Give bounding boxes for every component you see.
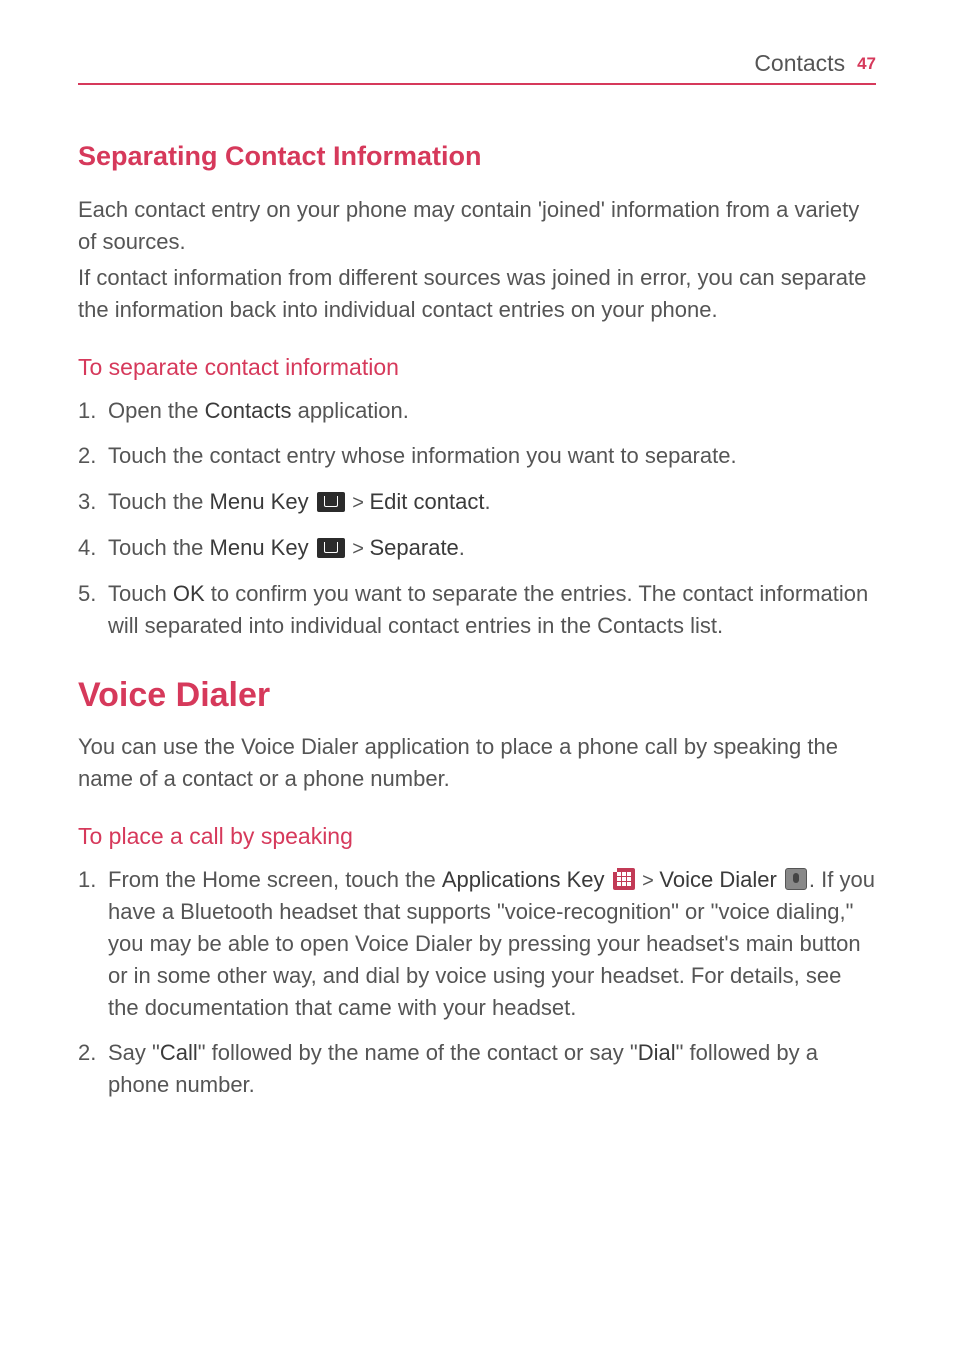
page-root: Contacts 47 Separating Contact Informati… [0,0,954,1165]
ui-term: Contacts [205,398,292,423]
section-heading-voice-dialer: Voice Dialer [78,676,876,715]
step-item: 1. From the Home screen, touch the Appli… [78,864,876,1024]
step-text: Touch the [108,535,210,560]
step-number: 1. [78,395,96,427]
step-item: 1. Open the Contacts application. [78,395,876,427]
header-page-number: 47 [857,54,876,74]
step-text: to confirm you want to separate the entr… [108,581,868,638]
section-heading-separating: Separating Contact Information [78,141,876,172]
ui-term: Dial [638,1040,676,1065]
menu-key-icon [317,538,345,558]
ui-term: Applications Key [442,867,605,892]
step-number: 3. [78,486,96,518]
step-text: Open the [108,398,205,423]
body-text: You can use the Voice Dialer application… [78,731,876,795]
step-text: application. [291,398,408,423]
step-text: Touch [108,581,173,606]
breadcrumb-sep: > [637,870,660,892]
ui-term: Separate [370,535,459,560]
applications-key-icon [613,868,635,890]
ui-term: OK [173,581,205,606]
step-number: 2. [78,1037,96,1069]
step-item: 3. Touch the Menu Key > Edit contact. [78,486,876,518]
subsection-heading-separate: To separate contact information [78,354,876,381]
menu-key-icon [317,492,345,512]
ui-term: Menu Key [210,535,309,560]
step-text: From the Home screen, touch the [108,867,442,892]
step-item: 4. Touch the Menu Key > Separate. [78,532,876,564]
breadcrumb-sep: > [347,492,370,514]
body-text: If contact information from different so… [78,262,876,326]
step-item: 2. Say "Call" followed by the name of th… [78,1037,876,1101]
step-text: Touch the [108,489,210,514]
step-text: Touch the contact entry whose informatio… [108,443,737,468]
step-number: 1. [78,864,96,896]
step-text: Say " [108,1040,160,1065]
step-number: 2. [78,440,96,472]
ui-term: Call [160,1040,198,1065]
body-text: Each contact entry on your phone may con… [78,194,876,258]
breadcrumb-sep: > [347,538,370,560]
step-number: 5. [78,578,96,610]
step-text: . [484,489,490,514]
voice-dialer-icon [785,868,807,890]
step-number: 4. [78,532,96,564]
ui-term: Edit contact [370,489,485,514]
ui-term: Menu Key [210,489,309,514]
header-section-title: Contacts [754,50,845,77]
ui-term: Voice Dialer [659,867,776,892]
step-item: 5. Touch OK to confirm you want to separ… [78,578,876,642]
page-header: Contacts 47 [78,50,876,85]
subsection-heading-place-call: To place a call by speaking [78,823,876,850]
step-text: . [459,535,465,560]
step-item: 2. Touch the contact entry whose informa… [78,440,876,472]
step-text: " followed by the name of the contact or… [198,1040,638,1065]
